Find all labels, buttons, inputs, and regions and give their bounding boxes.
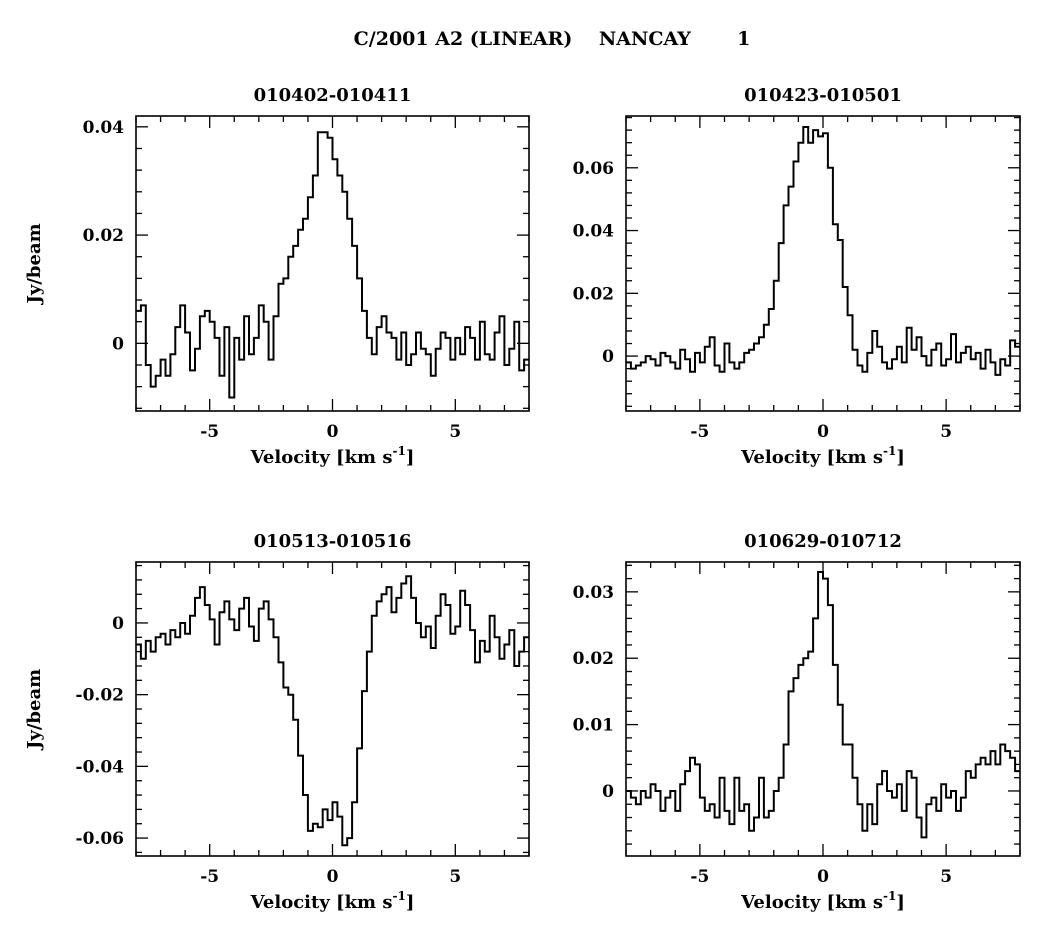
x-axis-label-superscript: -1 bbox=[883, 889, 896, 903]
x-axis-label-bracket: ] bbox=[896, 892, 905, 913]
y-tick-label: 0.06 bbox=[573, 159, 614, 179]
panel-title: 010402-010411 bbox=[254, 85, 412, 106]
y-tick-label: 0.01 bbox=[573, 716, 614, 736]
x-axis-label: Velocity [km s-1] bbox=[250, 444, 415, 468]
y-tick-label: 0.02 bbox=[573, 284, 614, 304]
y-axis-label: Jy/beam bbox=[24, 223, 45, 305]
x-tick-label: 5 bbox=[449, 422, 461, 442]
x-axis-label: Velocity [km s-1] bbox=[740, 444, 905, 468]
y-axis-label: Jy/beam bbox=[24, 669, 45, 751]
spectrum-line bbox=[626, 571, 1020, 839]
figure-title: C/2001 A2 (LINEAR) NANCAY 1 bbox=[354, 28, 751, 50]
x-axis-label-superscript: -1 bbox=[393, 444, 406, 458]
panel-title: 010629-010712 bbox=[744, 531, 902, 552]
panel-title: 010423-010501 bbox=[744, 85, 902, 106]
y-tick-label: 0 bbox=[112, 334, 124, 354]
y-tick-label: 0.02 bbox=[83, 226, 124, 246]
plot-frame bbox=[625, 115, 1021, 412]
y-tick-label: -0.06 bbox=[76, 829, 124, 849]
x-tick-label: 0 bbox=[817, 867, 829, 887]
x-axis-label-main: Velocity [km s bbox=[250, 447, 393, 468]
x-tick-label: 0 bbox=[327, 422, 339, 442]
x-tick-label: -5 bbox=[690, 867, 709, 887]
x-axis-label-main: Velocity [km s bbox=[250, 892, 393, 913]
x-tick-label: 5 bbox=[940, 422, 952, 442]
y-tick-label: 0 bbox=[112, 614, 124, 634]
x-tick-label: -5 bbox=[200, 422, 219, 442]
x-axis-label-bracket: ] bbox=[406, 447, 415, 468]
y-tick-label: 0 bbox=[602, 782, 614, 802]
x-axis-label-bracket: ] bbox=[406, 892, 415, 913]
panel-title: 010513-010516 bbox=[254, 531, 412, 552]
y-tick-label: 0.04 bbox=[573, 222, 615, 242]
spectrum-panel: -5 0 5 0 0.02 0.04 0.06 010423-010501 Velocity [… bbox=[573, 85, 1021, 468]
x-axis-label-superscript: -1 bbox=[393, 889, 406, 903]
spectrum-panel: -5 0 5 0 -0.02 -0.04 -0.06 010513-010516 Velocit… bbox=[24, 531, 530, 913]
y-tick-label: 0.02 bbox=[573, 649, 614, 669]
x-axis-label-superscript: -1 bbox=[883, 444, 896, 458]
spectrum-line bbox=[136, 131, 529, 399]
y-tick-label: 0.04 bbox=[83, 118, 125, 138]
spectrum-line bbox=[136, 575, 529, 847]
spectrum-panel: -5 0 5 0 0.02 0.04 010402-010411 Velocity [km s… bbox=[24, 85, 530, 468]
x-axis-label-bracket: ] bbox=[896, 447, 905, 468]
y-tick-label: 0 bbox=[602, 347, 614, 367]
spectrum-panel: -5 0 5 0 0.01 0.02 0.03 010629-010712 Velocity [… bbox=[573, 531, 1021, 913]
x-tick-label: 5 bbox=[940, 867, 952, 887]
x-tick-label: -5 bbox=[690, 422, 709, 442]
x-axis-label: Velocity [km s-1] bbox=[250, 889, 415, 913]
spectrum-line bbox=[626, 126, 1020, 376]
y-tick-label: 0.03 bbox=[573, 583, 614, 603]
x-tick-label: 5 bbox=[449, 867, 461, 887]
x-tick-label: -5 bbox=[200, 867, 219, 887]
x-tick-label: 0 bbox=[327, 867, 339, 887]
x-axis-label: Velocity [km s-1] bbox=[740, 889, 905, 913]
x-axis-label-main: Velocity [km s bbox=[740, 892, 883, 913]
x-axis-label-main: Velocity [km s bbox=[740, 447, 883, 468]
y-tick-label: -0.02 bbox=[76, 686, 124, 706]
y-tick-label: -0.04 bbox=[76, 757, 125, 777]
x-tick-label: 0 bbox=[817, 422, 829, 442]
